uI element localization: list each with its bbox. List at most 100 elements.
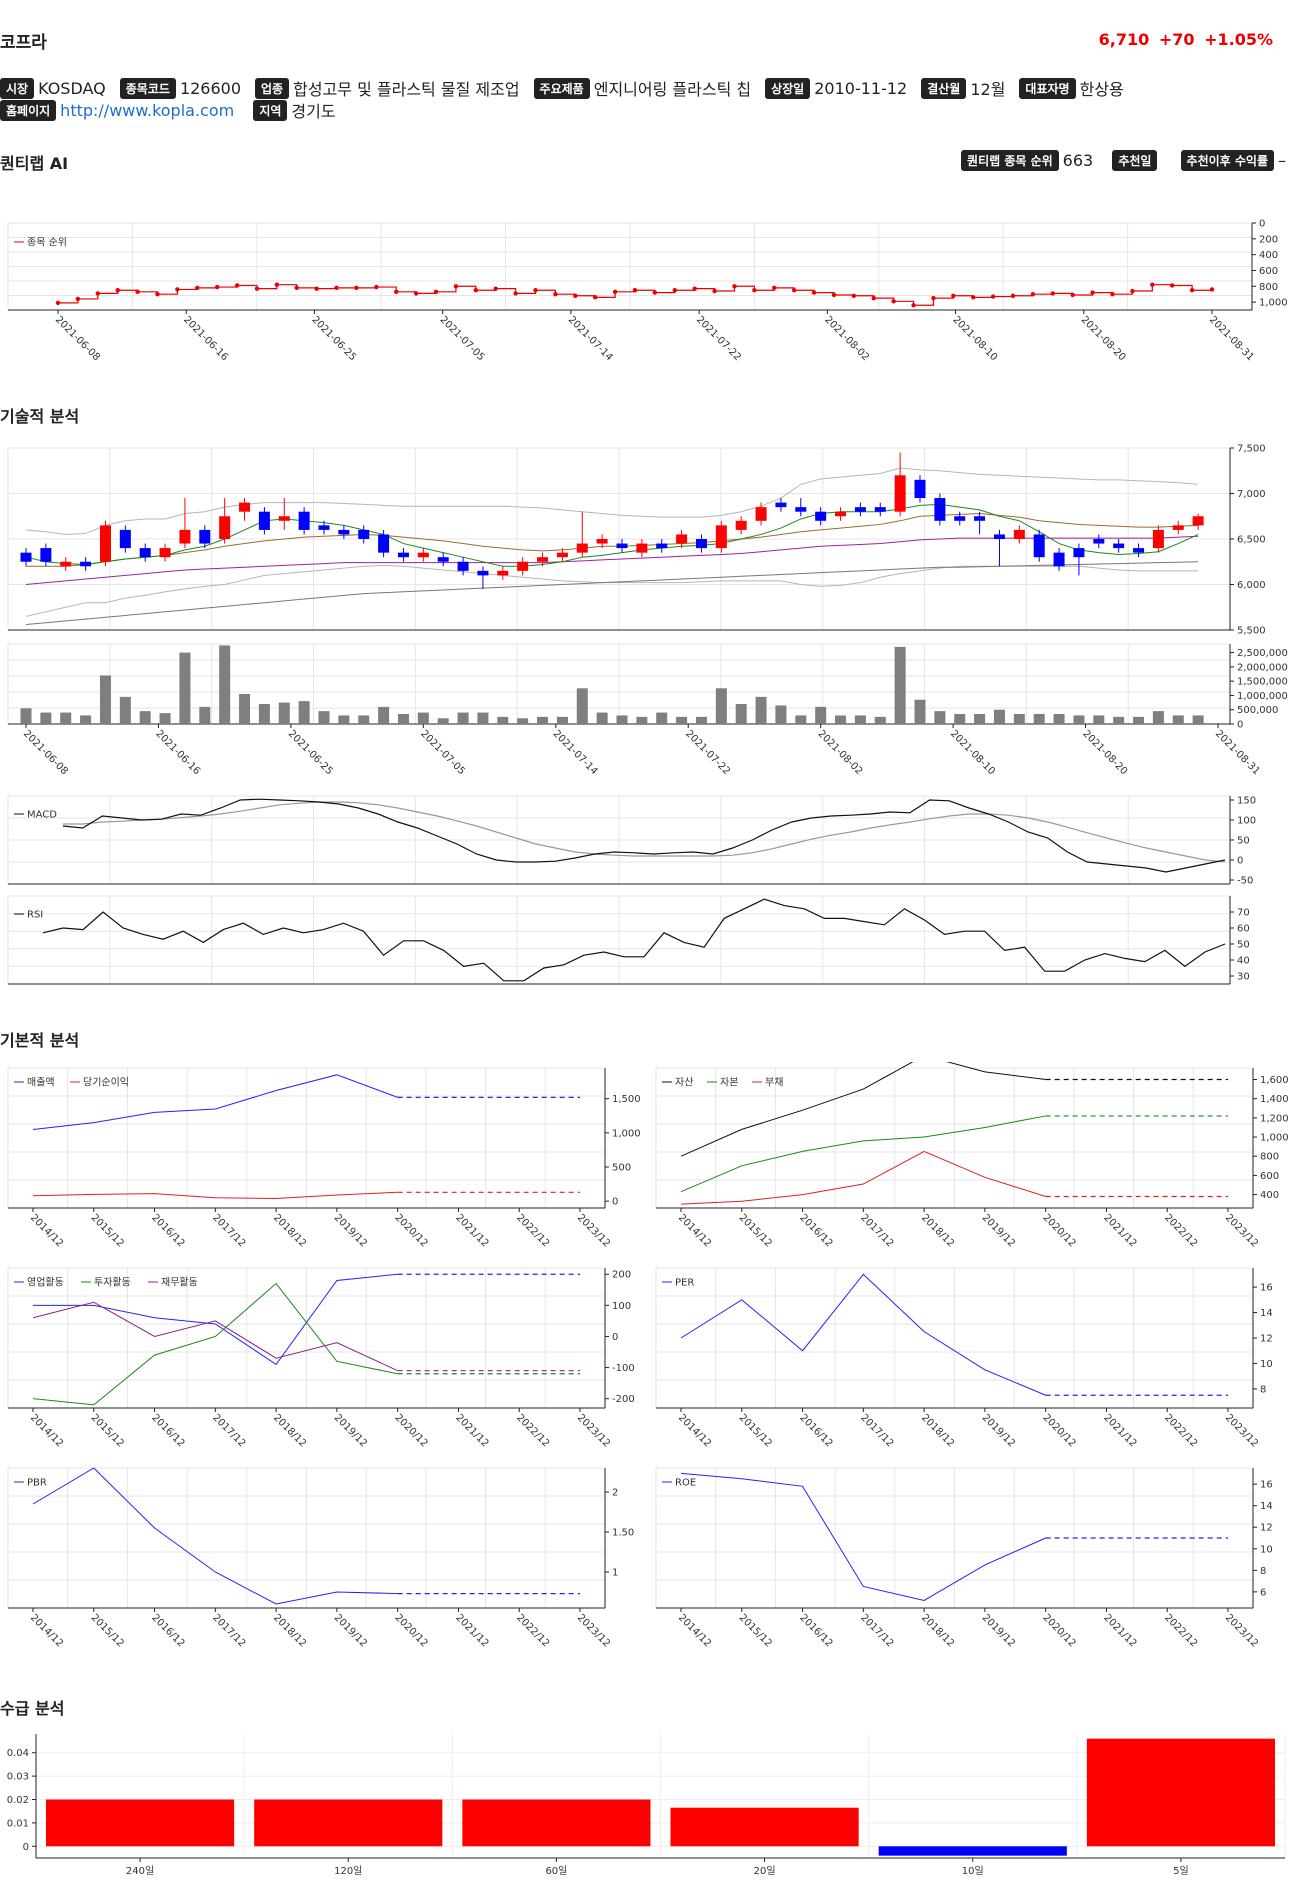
rank-point [1189,288,1195,293]
price-chart: 5,500 6,000 6,500 7,000 7,500 [7,444,1266,637]
candle-body [1093,539,1105,544]
candle-body [20,552,32,562]
info-value: 12월 [970,80,1006,99]
candle-body [1053,552,1065,567]
ai-title: 퀀티랩 AI [0,154,69,173]
info-value: 126600 [179,78,242,98]
candle-body [99,525,111,562]
tick-label: 10 [1260,1544,1273,1555]
price-block: 6,710 +70 +1.05% [1099,30,1273,49]
candle-body [159,548,171,558]
rank-point [971,295,976,300]
tick-label: 2023/12 [1223,1412,1260,1449]
tick-label: 400 [1259,250,1278,261]
volume-bar [993,709,1005,724]
tick-label: 2014/12 [28,1212,65,1249]
roe-chart: 6 8 10 12 14 16 ROE 2014/12 2015/12 2016/12 2017/1… [655,1467,1273,1649]
rank-point [851,293,857,298]
tick-label: 2021-06-08 [53,314,102,363]
bollinger-upper-line [25,467,1199,535]
series-line [33,1273,398,1366]
tick-label: 2018/12 [919,1612,956,1649]
legend-label: ROE [675,1478,696,1489]
tick-label: 2021-06-25 [309,314,358,363]
legend-label: 자산 [675,1077,693,1089]
rank-point [831,292,837,298]
legend-label: 영업활동 [27,1276,64,1289]
company-name: 코프라 [0,33,47,53]
tick-label: 200 [1259,234,1278,245]
candle-body [139,548,151,558]
candle-body [596,539,608,544]
tick-label: 2022/12 [514,1212,551,1249]
tick-label: 2016/12 [149,1212,186,1249]
candle-body [1192,516,1204,526]
rank-point [214,284,220,290]
homepage-link[interactable]: http://www.kopla.com [60,100,235,120]
tick-label: 2021-08-10 [948,728,997,777]
volume-bar [1152,711,1164,724]
series-line [680,1273,1046,1396]
category-label: 240일 [126,1865,154,1877]
volume-bar [40,712,52,724]
ma-line-green [25,503,1199,567]
tick-label: 2020/12 [393,1612,430,1649]
volume-bar [1033,714,1045,724]
rank-point [95,291,100,296]
tick-label: 1,600 [1260,1075,1289,1086]
tick-label: 6 [1260,1587,1266,1598]
volume-bar [854,715,866,724]
volume-bar [795,715,807,724]
volume-bar [537,716,549,724]
info-tag: 종목코드 [119,77,176,99]
info-value: KOSDAQ [38,78,106,98]
tick-label: 2015/12 [89,1212,126,1249]
rank-point [951,293,956,298]
tick-label: 2014/12 [28,1412,65,1449]
volume-bar [477,712,489,724]
rank-point [772,285,777,291]
rank-point [55,300,61,306]
candle-body [338,529,350,535]
rec-date-tag: 추천일 [1112,150,1158,171]
candle-body [974,516,986,521]
supply-bar [46,1799,235,1847]
volume-bar [199,706,211,724]
volume-bar [636,716,648,724]
tick-label: 800 [1260,1152,1279,1163]
tick-label: 600 [1260,1171,1279,1182]
candle-body [80,561,92,567]
tick-label: 2017/12 [210,1212,247,1249]
tick-label: 2,500,000 [1237,648,1288,659]
series-line [32,1282,398,1406]
tick-label: 2021/12 [1101,1412,1138,1449]
tick-label: 6,500 [1237,535,1266,546]
rank-point [632,288,638,293]
tick-label: 1,400 [1260,1094,1289,1105]
volume-bar [159,713,171,724]
volume-bar [139,711,151,724]
tick-label: 2021-06-08 [21,728,70,777]
volume-bar [755,696,767,724]
rank-point [394,289,399,295]
rank-point [612,289,618,295]
volume-bar [775,705,787,724]
tick-label: 2018/12 [271,1212,308,1249]
tick-label: 2017/12 [210,1612,247,1649]
tick-label: 2015/12 [89,1612,126,1649]
tick-label: 0 [1237,720,1243,731]
tick-label: 2022/12 [514,1412,551,1449]
info-value: 2010-11-12 [814,78,908,98]
rank-point [712,288,717,294]
volume-bar [954,714,966,724]
rank-point [791,288,797,293]
supply-bar [1086,1738,1275,1847]
tick-label: 2022/12 [1162,1412,1199,1449]
rank-point [175,287,180,292]
volume-bar [835,715,847,724]
rank-point [1090,290,1095,295]
legend-label: 부채 [765,1077,783,1089]
tick-label: 2020/12 [393,1212,430,1249]
rank-point [911,303,916,308]
candle-body [517,561,529,571]
